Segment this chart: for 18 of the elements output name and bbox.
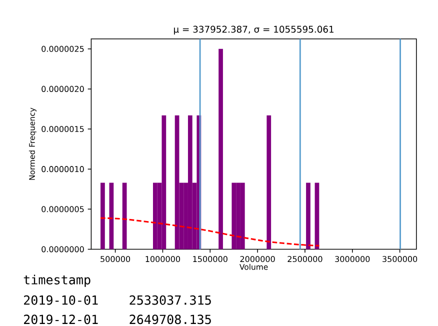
- text: timestamp: [24, 274, 90, 287]
- y-tick-label: 0.0000000: [42, 246, 84, 252]
- x-tick-label: 3500000: [382, 256, 418, 262]
- y-tick-label: 0.0000020: [42, 86, 84, 92]
- y-tick-label: 0.0000015: [42, 126, 84, 132]
- x-tick-label: 500000: [100, 256, 130, 262]
- y-tick-label: 0.0000010: [42, 166, 84, 172]
- y-tick-label: 0.0000005: [42, 206, 84, 212]
- x-tick-label: 3000000: [335, 256, 370, 262]
- x-tick-label: 1000000: [146, 256, 180, 262]
- text: 2019-10-01 2533037.315: [24, 295, 211, 305]
- y-tick-label: 0.0000025: [42, 46, 84, 52]
- chart-title: μ = 337952.387, σ = 1055595.061: [174, 26, 334, 34]
- x-tick-label: 2500000: [288, 256, 322, 262]
- text: 2019-12-01 2649708.135: [24, 314, 211, 324]
- x-tick-label: 2000000: [240, 256, 275, 262]
- line-series: [100, 217, 320, 246]
- x-tick-label: 1500000: [193, 256, 228, 262]
